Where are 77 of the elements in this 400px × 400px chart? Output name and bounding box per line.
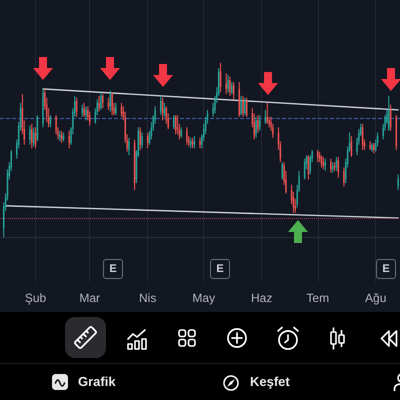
candlestick: [320, 154, 322, 168]
x-tick-label: Şub: [24, 291, 47, 305]
candlestick: [240, 95, 242, 116]
candlestick: [115, 102, 117, 116]
candlestick: [317, 149, 319, 163]
text: E: [103, 259, 123, 279]
candlestick: [68, 130, 70, 149]
candlestick: [322, 156, 324, 170]
candlestick: [388, 95, 390, 132]
candlestick: [36, 114, 38, 142]
candlestick: [32, 126, 34, 147]
candlestick: [34, 126, 36, 149]
candlestick: [397, 174, 399, 191]
candlestick: [259, 114, 261, 132]
candlestick: [108, 97, 110, 110]
x-tick-label: Tem: [306, 291, 330, 305]
candlestick: [330, 158, 332, 174]
candlestick: [373, 142, 375, 154]
candlestick: [264, 109, 266, 124]
text: Keşfet: [250, 374, 290, 390]
candlestick: [162, 97, 164, 121]
candlestick: [76, 97, 78, 118]
candlestick: [225, 72, 227, 95]
candlestick: [266, 102, 268, 124]
candlestick: [362, 123, 364, 150]
candlestick: [336, 156, 338, 172]
candlestick: [242, 95, 244, 118]
candlestick: [231, 81, 233, 95]
text: E: [210, 259, 230, 279]
candlestick: [338, 156, 340, 178]
candlestick: [98, 95, 100, 112]
candlestick: [59, 130, 61, 142]
candlestick: [186, 126, 188, 146]
candlestick: [85, 106, 87, 121]
candlestick: [232, 81, 234, 100]
candlestick: [350, 136, 352, 158]
candlestick: [396, 114, 398, 150]
candlestick: [220, 62, 222, 93]
candlestick: [120, 102, 122, 118]
candlestick: [111, 92, 113, 116]
x-tick-label: Nis: [138, 291, 156, 305]
candlestick: [50, 114, 52, 128]
x-tick-label: Mar: [79, 291, 100, 305]
candlestick: [304, 158, 306, 180]
candlestick: [390, 104, 392, 132]
candlestick: [110, 90, 112, 112]
text: Grafik: [78, 374, 116, 390]
x-tick-label: Ağu: [365, 291, 386, 305]
text: E: [376, 259, 396, 279]
candlestick: [146, 132, 148, 149]
candlestick: [29, 125, 31, 146]
candlestick: [229, 76, 231, 96]
candlestick: [332, 162, 334, 174]
candlestick: [81, 104, 83, 118]
candlestick: [308, 154, 310, 180]
candlestick: [246, 97, 248, 118]
candlestick: [180, 126, 182, 138]
candlestick: [174, 114, 176, 135]
candlestick: [173, 114, 175, 130]
x-tick-label: Haz: [251, 291, 272, 305]
candlestick: [83, 102, 85, 118]
x-tick-label: May: [192, 291, 216, 305]
candlestick: [31, 123, 33, 149]
candlestick: [102, 94, 104, 109]
candlestick: [324, 158, 326, 172]
candlestick: [139, 126, 141, 150]
candlestick: [244, 97, 246, 116]
candlestick: [227, 74, 229, 93]
candlestick: [128, 137, 130, 156]
candlestick: [255, 116, 257, 138]
candlestick: [257, 114, 259, 134]
candlestick: [281, 162, 283, 180]
candlestick: [164, 102, 166, 118]
candlestick: [141, 132, 143, 149]
candlestick: [100, 92, 102, 110]
candlestick: [343, 166, 345, 188]
candlestick: [60, 130, 62, 144]
